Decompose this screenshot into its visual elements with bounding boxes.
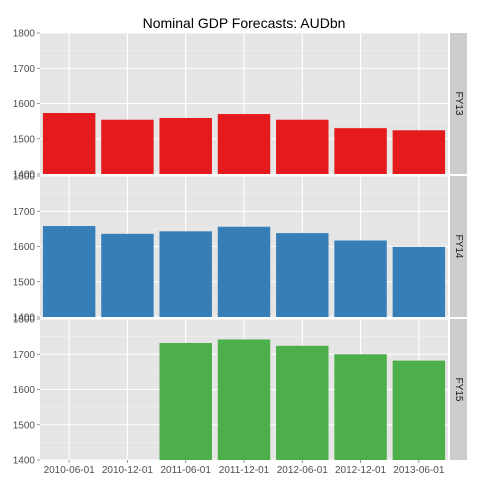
- facet-panel-fy14: 1400 1500 1600 1700 1800 FY14: [13, 172, 467, 324]
- bar-fy14-2012-12-01: [334, 240, 387, 317]
- x-tick-label: 2012-12-01: [335, 465, 387, 476]
- y-tick-label: 1400: [13, 313, 36, 324]
- bar-fy13-2012-06-01: [276, 119, 329, 174]
- bar-fy14-2011-12-01: [217, 226, 271, 317]
- y-tick-label: 1400: [13, 170, 36, 181]
- y-tick-label: 1800: [13, 172, 36, 183]
- bar-fy14-2012-06-01: [276, 233, 329, 317]
- y-tick-label: 1800: [13, 315, 36, 326]
- facet-strip: [450, 33, 467, 174]
- x-tick-label: 2011-06-01: [161, 465, 212, 476]
- bar-fy14-2011-06-01: [159, 231, 212, 317]
- facet-strip: [450, 319, 467, 460]
- bar-fy15-2012-06-01: [276, 345, 329, 460]
- y-tick-label: 1700: [13, 207, 36, 218]
- y-tick-label: 1600: [13, 385, 36, 396]
- y-tick-label: 1400: [13, 456, 36, 467]
- bar-fy15-2012-12-01: [334, 354, 387, 460]
- x-tick-label: 2010-12-01: [102, 465, 154, 476]
- bar-fy13-2010-12-01: [101, 119, 154, 174]
- facet-label: FY14: [453, 235, 464, 259]
- bar-fy13-2013-06-01: [392, 130, 446, 174]
- bar-fy14-2010-12-01: [101, 233, 154, 317]
- bar-fy13-2011-06-01: [159, 117, 212, 174]
- bar-fy13-2011-12-01: [217, 114, 271, 174]
- facet-label: FY15: [453, 378, 464, 402]
- x-tick-label: 2012-06-01: [277, 465, 329, 476]
- x-tick-label: 2011-12-01: [219, 465, 270, 476]
- bar-fy14-2010-06-01: [42, 226, 96, 317]
- y-tick-label: 1600: [13, 99, 36, 110]
- y-tick-label: 1800: [13, 29, 36, 40]
- x-tick-label: 2010-06-01: [44, 465, 96, 476]
- bar-fy13-2012-12-01: [334, 128, 387, 174]
- y-tick-label: 1700: [13, 350, 36, 361]
- chart-title: Nominal GDP Forecasts: AUDbn: [143, 15, 346, 31]
- facet-panel-fy15: 1400 1500 1600 1700 1800 FY15: [13, 315, 467, 467]
- bar-fy15-2011-06-01: [159, 342, 212, 460]
- x-axis: 2010-06-01 2010-12-01 2011-06-01 2011-12-01…: [44, 460, 445, 476]
- bar-fy15-2013-06-01: [392, 360, 446, 460]
- x-tick-label: 2013-06-01: [393, 465, 445, 476]
- bar-fy13-2010-06-01: [42, 113, 96, 174]
- facet-label: FY13: [453, 92, 464, 116]
- y-tick-label: 1500: [13, 277, 36, 288]
- y-tick-label: 1700: [13, 64, 36, 75]
- y-tick-label: 1500: [13, 134, 36, 145]
- chart-panels: 1400 1500 1600 1700 1800 FY13 1400 1500 1600 1700…: [13, 29, 467, 467]
- y-tick-label: 1500: [13, 420, 36, 431]
- facet-panel-fy13: 1400 1500 1600 1700 1800 FY13: [13, 29, 467, 181]
- y-tick-label: 1600: [13, 242, 36, 253]
- bar-fy15-2011-12-01: [217, 339, 271, 460]
- bar-fy14-2013-06-01: [392, 246, 446, 317]
- facet-strip: [450, 176, 467, 317]
